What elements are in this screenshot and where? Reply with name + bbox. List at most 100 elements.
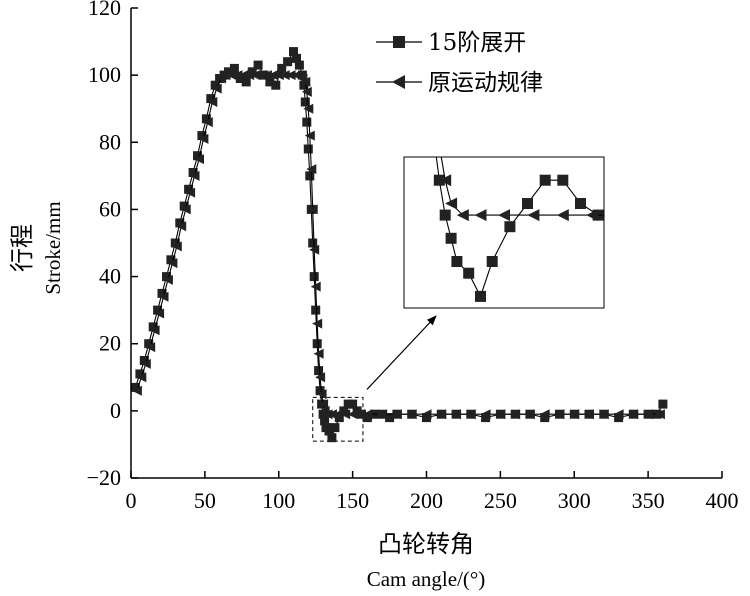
data-point-triangle xyxy=(211,83,222,94)
data-point-square xyxy=(271,80,281,90)
data-point-triangle xyxy=(250,70,261,81)
data-point-square xyxy=(330,423,340,433)
data-point-triangle xyxy=(465,409,476,420)
y-axis-title-en: Stroke/mm xyxy=(41,201,65,294)
data-point-triangle xyxy=(318,399,329,410)
inset-point-triangle xyxy=(433,139,445,151)
data-point-square xyxy=(277,63,287,73)
data-point-triangle xyxy=(510,409,521,420)
data-point-triangle xyxy=(310,281,321,292)
inset-point-triangle xyxy=(456,209,469,222)
data-point-triangle xyxy=(300,76,311,87)
data-point-triangle xyxy=(495,409,506,420)
y-tick-label: 60 xyxy=(99,196,121,221)
data-point-square xyxy=(157,288,167,298)
data-point-square xyxy=(148,322,158,332)
inset-point-square xyxy=(486,256,498,267)
data-point-triangle xyxy=(326,409,337,420)
data-point-triangle xyxy=(554,409,565,420)
data-point-square xyxy=(422,413,431,423)
data-point-triangle xyxy=(154,308,165,319)
data-point-square xyxy=(481,413,491,423)
x-tick-label: 400 xyxy=(706,488,739,513)
x-tick-label: 100 xyxy=(262,488,295,513)
data-point-square xyxy=(339,406,349,416)
data-point-triangle xyxy=(238,70,249,81)
data-point-square xyxy=(139,356,149,365)
data-point-square xyxy=(229,63,239,73)
data-point-triangle xyxy=(362,409,373,420)
data-point-square xyxy=(385,413,395,423)
data-point-triangle xyxy=(273,70,284,81)
data-point-triangle xyxy=(189,170,200,181)
y-tick-label: 0 xyxy=(110,398,121,423)
data-point-triangle xyxy=(306,164,317,175)
data-point-triangle xyxy=(332,409,343,420)
series-line-2 xyxy=(136,74,660,415)
data-point-triangle xyxy=(377,409,388,420)
series-group xyxy=(130,47,668,443)
data-point-triangle xyxy=(158,291,169,302)
data-point-square xyxy=(294,60,304,70)
data-point-triangle xyxy=(613,409,624,420)
data-point-square xyxy=(312,339,322,349)
data-point-square xyxy=(308,238,318,248)
data-point-triangle xyxy=(307,204,318,215)
data-point-triangle xyxy=(140,358,151,369)
data-point-triangle xyxy=(232,70,243,81)
data-point-triangle xyxy=(569,409,580,420)
legend: 15阶展开 原运动规律 xyxy=(376,30,543,96)
data-point-triangle xyxy=(421,409,432,420)
data-point-square xyxy=(327,433,337,443)
data-point-square xyxy=(614,413,624,423)
data-point-square xyxy=(175,218,185,228)
inset-point-triangle xyxy=(439,174,452,187)
data-point-square xyxy=(305,171,315,181)
x-tick-label: 200 xyxy=(410,488,443,513)
inset-point-square xyxy=(539,174,551,186)
data-point-square xyxy=(206,94,216,104)
y-tick-label: 40 xyxy=(99,264,121,289)
data-point-triangle xyxy=(285,70,296,81)
data-point-triangle xyxy=(316,389,327,400)
data-point-triangle xyxy=(436,409,447,420)
data-point-triangle xyxy=(340,409,351,420)
data-point-triangle xyxy=(226,70,237,81)
data-point-triangle xyxy=(145,342,156,353)
data-point-square xyxy=(324,426,334,436)
data-point-triangle xyxy=(480,409,491,420)
inset-point-triangle xyxy=(422,0,434,12)
inset-point-square xyxy=(575,198,586,209)
data-point-triangle xyxy=(315,372,326,383)
data-point-triangle xyxy=(598,409,609,420)
data-point-square xyxy=(320,416,330,426)
y-tick-label: 80 xyxy=(99,129,121,154)
x-axis-title-en: Cam angle/(°) xyxy=(367,567,486,591)
inset-point-triangle xyxy=(586,209,599,222)
data-point-square xyxy=(184,184,194,194)
data-point-square xyxy=(314,366,324,376)
y-tick-label: −20 xyxy=(87,465,121,490)
data-point-square xyxy=(540,413,550,423)
data-point-square xyxy=(210,80,220,90)
data-point-square xyxy=(193,151,202,161)
data-point-triangle xyxy=(220,70,231,81)
data-point-square xyxy=(315,386,325,396)
data-point-triangle xyxy=(654,409,665,420)
data-point-square xyxy=(144,339,154,349)
data-point-triangle xyxy=(185,187,196,198)
inset-point-square xyxy=(557,174,569,186)
data-point-triangle xyxy=(584,409,594,420)
data-point-square xyxy=(334,413,344,423)
data-point-triangle xyxy=(256,70,266,81)
data-point-triangle xyxy=(539,409,550,420)
inset-point-square xyxy=(475,290,486,302)
inset-series-group xyxy=(422,0,604,302)
data-point-square xyxy=(130,382,140,392)
legend-entry-series-2: 原运动规律 xyxy=(376,70,543,96)
inset-point-square xyxy=(451,256,463,267)
data-point-triangle xyxy=(628,409,639,420)
data-point-triangle xyxy=(406,409,417,420)
data-point-square xyxy=(311,305,321,315)
y-tick-label: 20 xyxy=(99,331,121,356)
